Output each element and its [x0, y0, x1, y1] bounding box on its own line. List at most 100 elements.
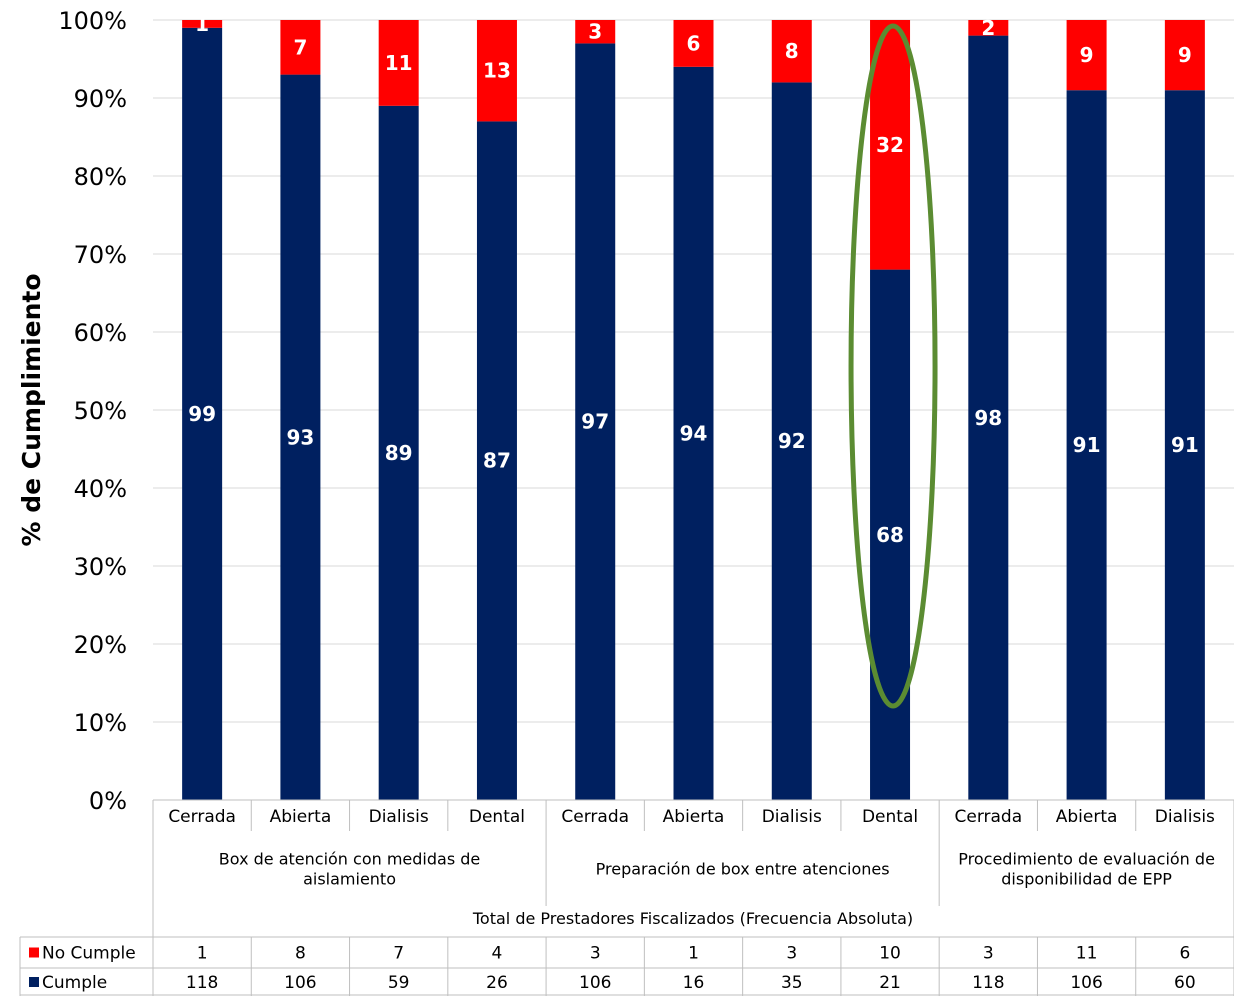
data-label-no-cumple: 1: [195, 12, 209, 36]
table-cell: 1: [197, 944, 208, 964]
category-label: Cerrada: [561, 807, 629, 827]
data-label-no-cumple: 32: [876, 133, 904, 157]
data-label-cumple: 91: [1073, 433, 1101, 457]
y-tick-label: 10%: [74, 709, 127, 737]
bar-cumple: [1066, 90, 1107, 800]
y-tick-label: 60%: [74, 319, 127, 347]
data-label-cumple: 87: [483, 449, 511, 473]
category-label: Cerrada: [954, 807, 1022, 827]
y-tick-label: 50%: [74, 397, 127, 425]
legend-swatch: [29, 947, 39, 958]
table-cell: 3: [786, 944, 797, 964]
data-label-no-cumple: 6: [687, 31, 701, 55]
legend-label: No Cumple: [42, 944, 136, 964]
category-label: Dialisis: [1155, 807, 1215, 827]
data-label-no-cumple: 9: [1178, 43, 1192, 67]
y-axis-label: % de Cumplimiento: [17, 273, 46, 546]
bar-cumple: [378, 105, 419, 801]
data-label-cumple: 98: [974, 406, 1002, 430]
table-cell: 7: [393, 944, 404, 964]
bar-no-cumple: [182, 20, 223, 28]
bar-no-cumple: [673, 20, 714, 67]
category-label: Abierta: [270, 807, 332, 827]
table-cell: 3: [590, 944, 601, 964]
category-label: Dialisis: [762, 807, 822, 827]
table-cell: 26: [486, 973, 508, 993]
y-tick-label: 40%: [74, 475, 127, 503]
y-tick-label: 70%: [74, 241, 127, 269]
table-cell: 4: [492, 944, 503, 964]
data-label-cumple: 91: [1171, 433, 1199, 457]
data-label-no-cumple: 7: [293, 35, 307, 59]
table-cell: 106: [1070, 973, 1102, 993]
table-cell: 35: [781, 973, 803, 993]
category-label: Dental: [469, 807, 525, 827]
data-label-no-cumple: 9: [1080, 43, 1094, 67]
bar-cumple: [575, 43, 616, 800]
table-cell: 59: [388, 973, 410, 993]
bar-cumple: [280, 74, 321, 801]
highlight-ellipse: [848, 23, 938, 709]
bar-cumple: [870, 269, 911, 801]
data-label-no-cumple: 2: [981, 16, 995, 40]
bars: [182, 20, 1205, 801]
table-cell: 3: [983, 944, 994, 964]
bar-cumple: [1164, 90, 1205, 800]
data-label-cumple: 94: [680, 421, 708, 445]
bar-no-cumple: [1066, 20, 1107, 91]
y-tick-label: 20%: [74, 631, 127, 659]
category-label: Dental: [862, 807, 918, 827]
table-cell: 11: [1076, 944, 1098, 964]
bar-no-cumple: [476, 20, 517, 122]
y-tick-label: 30%: [74, 553, 127, 581]
category-label: Abierta: [1056, 807, 1118, 827]
table-cell: 10: [879, 944, 901, 964]
y-tick-labels: 0% 10% 20% 30% 40% 50% 60% 70% 80% 90% 100%: [58, 7, 127, 815]
table-cell: 118: [972, 973, 1004, 993]
group-label: Box de atención con medidas de: [219, 850, 480, 869]
legend-swatch: [29, 977, 39, 987]
bar-cumple: [182, 27, 223, 801]
bar-no-cumple: [1164, 20, 1205, 91]
table-cell: 106: [284, 973, 316, 993]
data-label-cumple: 92: [778, 429, 806, 453]
group-label: aislamiento: [303, 870, 396, 889]
data-label-cumple: 99: [188, 402, 216, 426]
table-cell: 118: [186, 973, 218, 993]
category-label: Dialisis: [369, 807, 429, 827]
category-label: Abierta: [663, 807, 725, 827]
group-label: Preparación de box entre atenciones: [596, 860, 890, 879]
highlight-ellipse: [848, 23, 938, 709]
data-table: Total de Prestadores Fiscalizados (Frecu…: [19, 799, 1234, 996]
data-label-cumple: 89: [385, 441, 413, 465]
group-label: disponibilidad de EPP: [1001, 870, 1172, 889]
table-cell: 16: [683, 973, 705, 993]
bar-cumple: [673, 66, 714, 801]
table-cell: 60: [1174, 973, 1196, 993]
bar-cumple: [968, 35, 1009, 801]
bar-no-cumple: [378, 20, 419, 106]
table-cell: 21: [879, 973, 901, 993]
category-label: Cerrada: [168, 807, 236, 827]
bar-no-cumple: [575, 20, 616, 44]
y-tick-label: 80%: [74, 163, 127, 191]
bar-cumple: [476, 121, 517, 800]
group-label: Procedimiento de evaluación de: [958, 850, 1215, 869]
bar-no-cumple: [771, 20, 812, 83]
data-label-cumple: 68: [876, 523, 904, 547]
legend-label: Cumple: [42, 973, 107, 993]
y-tick-label: 100%: [58, 7, 127, 35]
data-label-no-cumple: 11: [385, 51, 413, 75]
bar-no-cumple: [968, 20, 1009, 36]
table-title: Total de Prestadores Fiscalizados (Frecu…: [472, 909, 913, 928]
data-label-cumple: 93: [286, 425, 314, 449]
y-tick-label: 90%: [74, 85, 127, 113]
data-label-no-cumple: 8: [785, 39, 799, 63]
table-cell: 6: [1179, 944, 1190, 964]
table-cell: 1: [688, 944, 699, 964]
data-label-no-cumple: 13: [483, 59, 511, 83]
data-label-no-cumple: 3: [588, 20, 602, 44]
data-label-cumple: 97: [581, 410, 609, 434]
